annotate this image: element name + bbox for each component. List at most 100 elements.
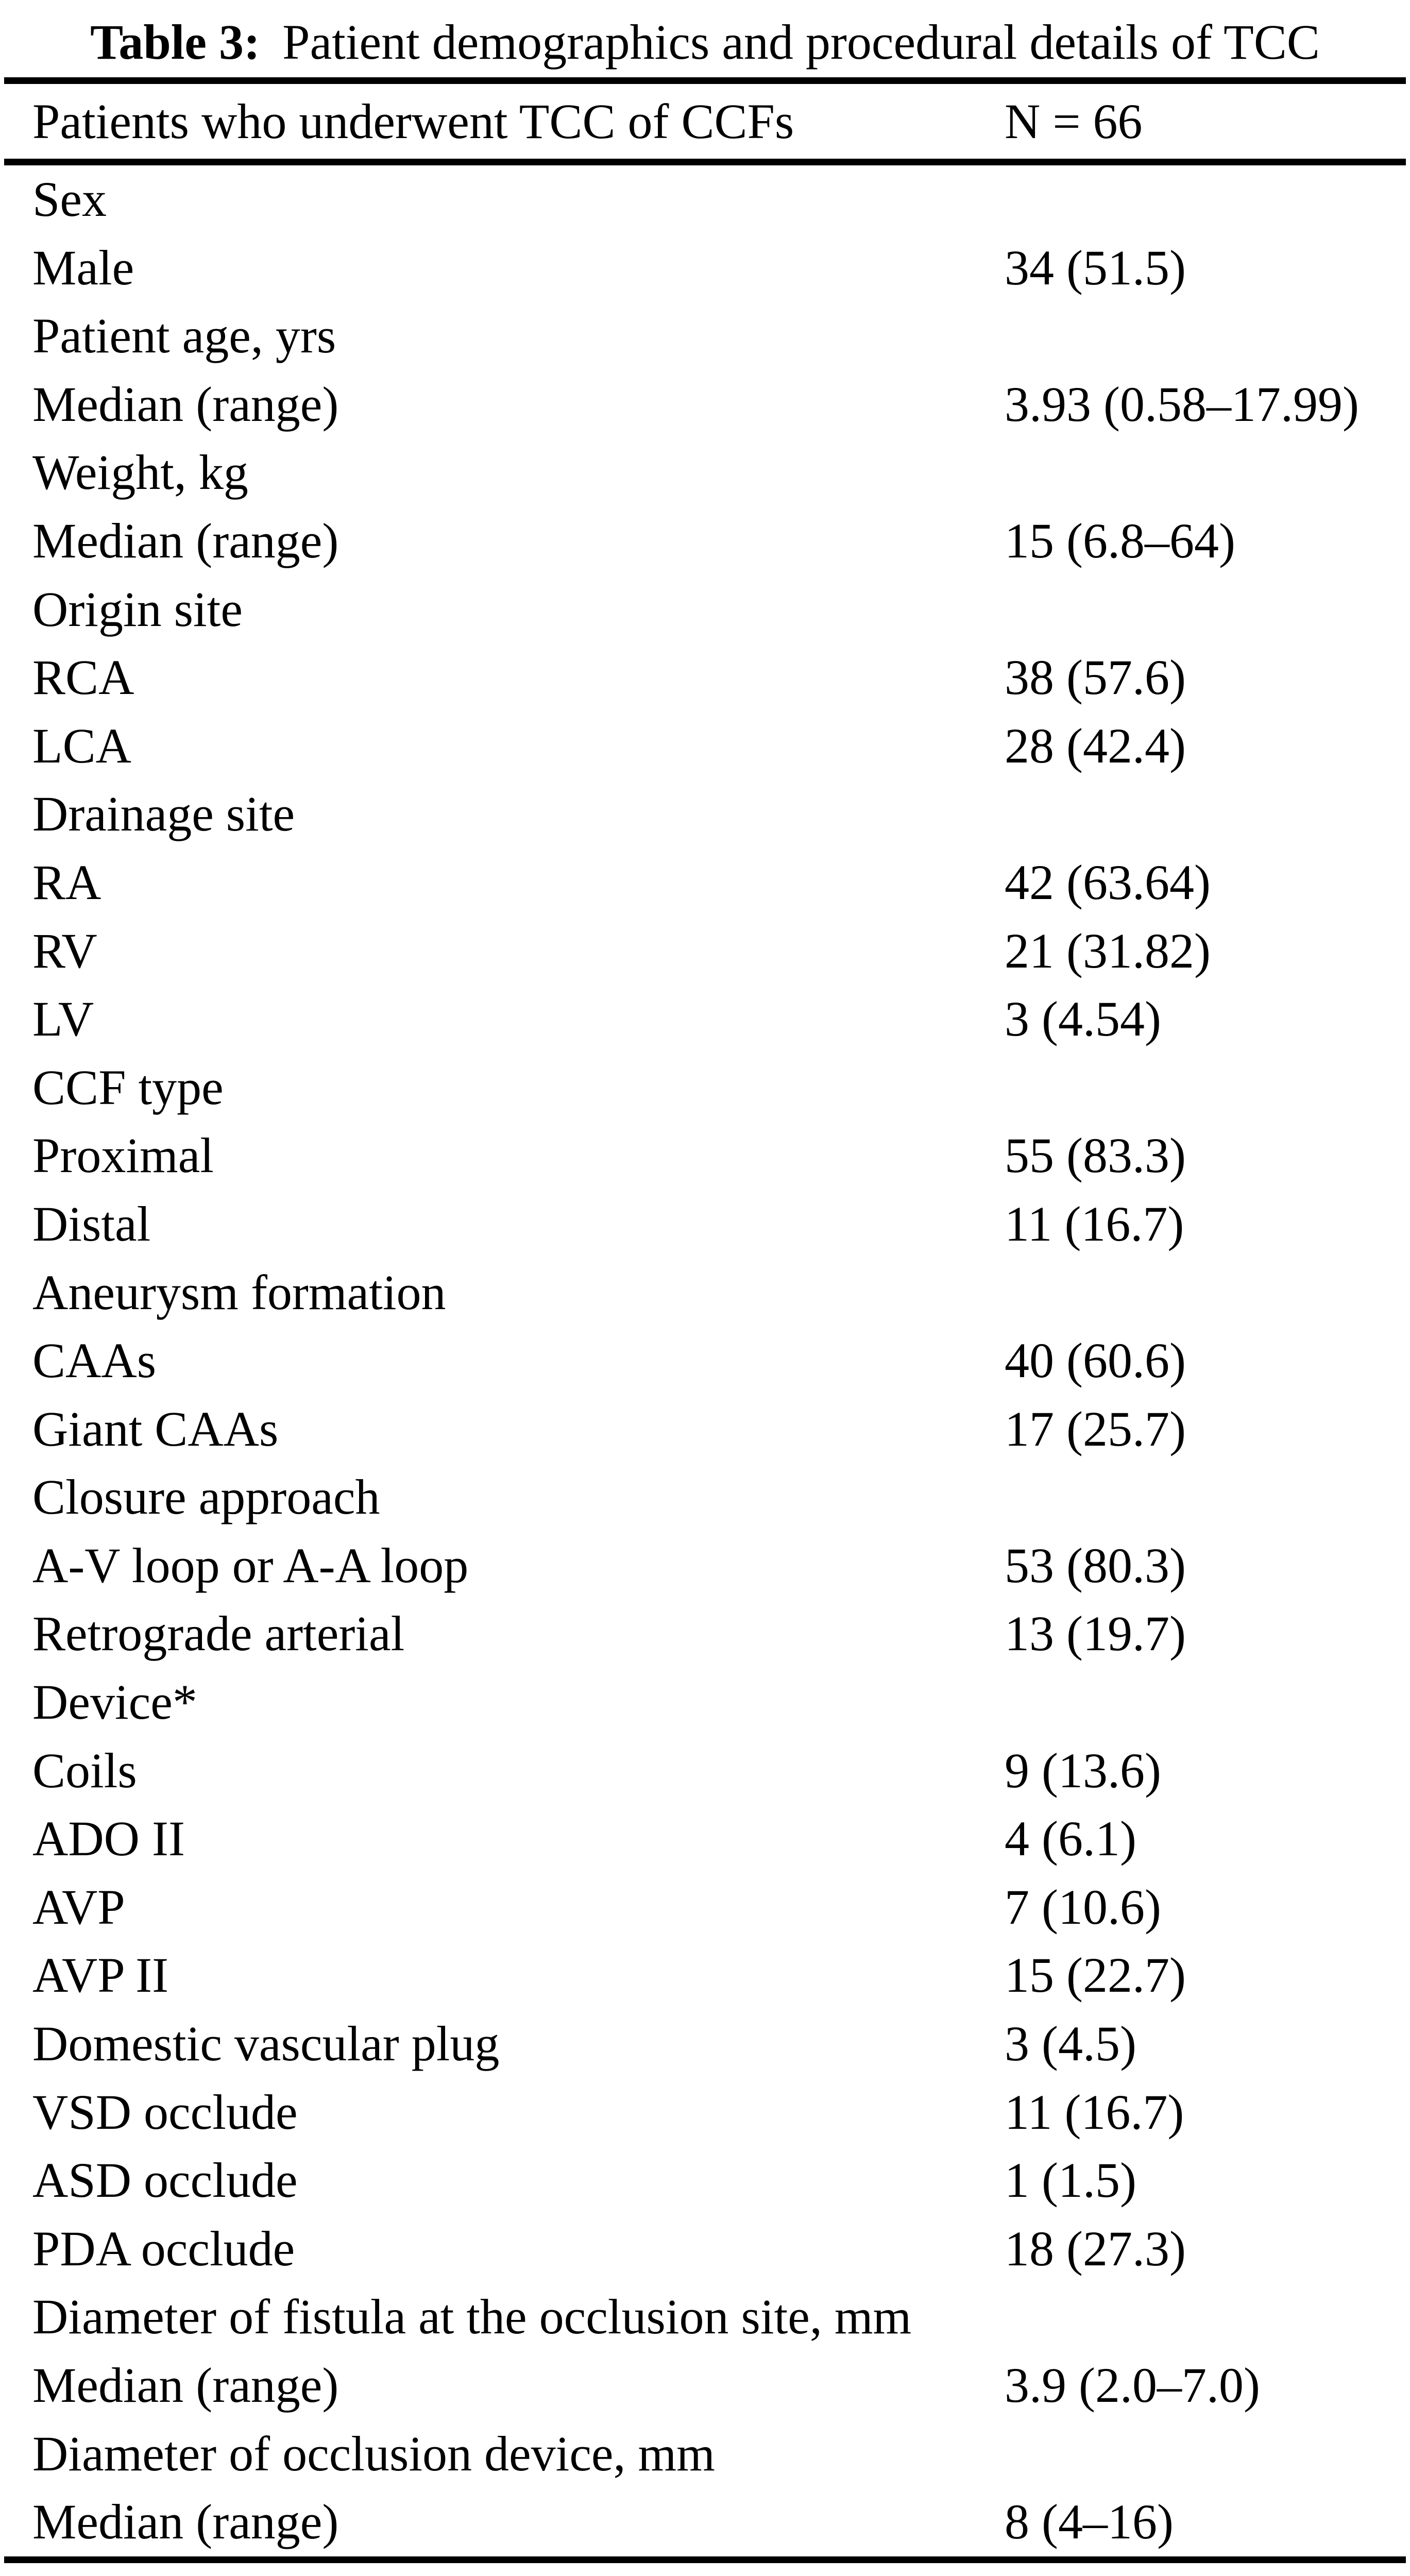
row-value: 38 (57.6) (1005, 650, 1186, 705)
table-section-row: Device* (0, 1668, 1410, 1737)
table-caption: Table 3: Patient demographics and procedu… (0, 0, 1410, 71)
table-row: RA 42 (63.64) (0, 849, 1410, 917)
row-label: LV (32, 991, 94, 1047)
table-row: LV 3 (4.54) (0, 985, 1410, 1054)
table-section-row: Patient age, yrs (0, 302, 1410, 370)
row-label: Median (range) (32, 513, 339, 568)
row-label: Distal (32, 1196, 151, 1251)
row-value: 15 (22.7) (1005, 1947, 1186, 2003)
row-value: 3.9 (2.0–7.0) (1005, 2358, 1260, 2413)
table-row: Median (range) 3.9 (2.0–7.0) (0, 2351, 1410, 2420)
table-row: Retrograde arterial 13 (19.7) (0, 1600, 1410, 1668)
row-label: Aneurysm formation (32, 1264, 446, 1320)
table-row: Domestic vascular plug 3 (4.5) (0, 2010, 1410, 2078)
row-label: Domestic vascular plug (32, 2016, 500, 2072)
row-label: LCA (32, 718, 131, 773)
table-section-row: Drainage site (0, 780, 1410, 849)
row-value: 4 (6.1) (1005, 1811, 1136, 1867)
table-header-row: Patients who underwent TCC of CCFs N = 6… (0, 84, 1410, 159)
row-value: 11 (16.7) (1005, 1196, 1184, 1251)
row-label: Closure approach (32, 1469, 380, 1525)
row-label: ASD occlude (32, 2153, 298, 2208)
row-label: Patient age, yrs (32, 308, 336, 364)
table-row: Proximal 55 (83.3) (0, 1122, 1410, 1190)
row-label: Diameter of occlusion device, mm (32, 2426, 715, 2481)
row-label: Origin site (32, 581, 243, 637)
table-row: Coils 9 (13.6) (0, 1737, 1410, 1805)
table-row: ADO II 4 (6.1) (0, 1805, 1410, 1873)
table-row: Distal 11 (16.7) (0, 1190, 1410, 1259)
table-section-row: Weight, kg (0, 438, 1410, 507)
table-section-row: Sex (0, 165, 1410, 234)
row-label: Retrograde arterial (32, 1606, 405, 1662)
row-value: 3.93 (0.58–17.99) (1005, 376, 1359, 432)
table-section-row: Diameter of occlusion device, mm (0, 2420, 1410, 2488)
row-value: 11 (16.7) (1005, 2084, 1184, 2140)
table-row: RV 21 (31.82) (0, 917, 1410, 986)
row-label: Device* (32, 1674, 197, 1730)
table-caption-number: Table 3: (90, 14, 260, 70)
row-value: 55 (83.3) (1005, 1128, 1186, 1183)
row-value: 53 (80.3) (1005, 1537, 1186, 1593)
table-row: Median (range) 8 (4–16) (0, 2488, 1410, 2556)
row-label: Median (range) (32, 376, 339, 432)
row-label: Sex (32, 172, 107, 227)
row-value: 7 (10.6) (1005, 1879, 1161, 1935)
row-label: AVP (32, 1879, 125, 1935)
table-header-value: N = 66 (1005, 94, 1143, 149)
row-value: 28 (42.4) (1005, 718, 1186, 773)
row-value: 1 (1.5) (1005, 2153, 1136, 2208)
row-label: AVP II (32, 1947, 169, 2003)
row-label: PDA occlude (32, 2221, 295, 2276)
row-value: 40 (60.6) (1005, 1333, 1186, 1388)
table-section-row: Aneurysm formation (0, 1259, 1410, 1327)
row-label: Male (32, 240, 134, 295)
table-row: AVP II 15 (22.7) (0, 1941, 1410, 2010)
table-row: Median (range) 3.93 (0.58–17.99) (0, 370, 1410, 439)
table-section-row: Origin site (0, 575, 1410, 644)
table-section-row: Closure approach (0, 1463, 1410, 1532)
row-label: CCF type (32, 1059, 224, 1115)
table-row: LCA 28 (42.4) (0, 712, 1410, 781)
row-value: 18 (27.3) (1005, 2221, 1186, 2276)
table-row: ASD occlude 1 (1.5) (0, 2146, 1410, 2215)
row-value: 34 (51.5) (1005, 240, 1186, 295)
row-value: 8 (4–16) (1005, 2494, 1174, 2550)
row-value: 42 (63.64) (1005, 854, 1211, 910)
row-label: VSD occlude (32, 2084, 298, 2140)
table-row: PDA occlude 18 (27.3) (0, 2215, 1410, 2283)
row-label: RV (32, 923, 97, 978)
table-caption-title: Patient demographics and procedural deta… (282, 14, 1320, 70)
continued-note: (Continued) (0, 2570, 1410, 2576)
top-rule (4, 77, 1406, 84)
row-label: Median (range) (32, 2358, 339, 2413)
table-row: CAAs 40 (60.6) (0, 1327, 1410, 1395)
row-value: 13 (19.7) (1005, 1606, 1186, 1662)
row-label: Drainage site (32, 786, 295, 842)
table-row: Male 34 (51.5) (0, 234, 1410, 302)
bottom-rule (4, 2556, 1406, 2563)
row-label: Giant CAAs (32, 1401, 279, 1456)
row-value: 3 (4.54) (1005, 991, 1161, 1047)
row-label: RA (32, 854, 101, 910)
row-value: 15 (6.8–64) (1005, 513, 1235, 568)
table-row: RCA 38 (57.6) (0, 643, 1410, 712)
row-label: Diameter of fistula at the occlusion sit… (32, 2289, 912, 2345)
row-label: ADO II (32, 1811, 185, 1867)
row-label: CAAs (32, 1333, 157, 1388)
table-row: Giant CAAs 17 (25.7) (0, 1395, 1410, 1464)
table-section-row: CCF type (0, 1054, 1410, 1122)
table-row: AVP 7 (10.6) (0, 1873, 1410, 1942)
header-rule (4, 159, 1406, 165)
table-row: VSD occlude 11 (16.7) (0, 2078, 1410, 2147)
row-label: Median (range) (32, 2494, 339, 2550)
table-row: Median (range) 15 (6.8–64) (0, 507, 1410, 575)
table-header-label: Patients who underwent TCC of CCFs (32, 94, 794, 149)
row-label: A-V loop or A-A loop (32, 1537, 469, 1593)
row-value: 9 (13.6) (1005, 1742, 1161, 1798)
row-value: 3 (4.5) (1005, 2016, 1136, 2072)
row-label: Coils (32, 1742, 137, 1798)
table-section-row: Diameter of fistula at the occlusion sit… (0, 2283, 1410, 2351)
table-body: Sex Male 34 (51.5) Patient age, yrs Median (… (0, 165, 1410, 2556)
